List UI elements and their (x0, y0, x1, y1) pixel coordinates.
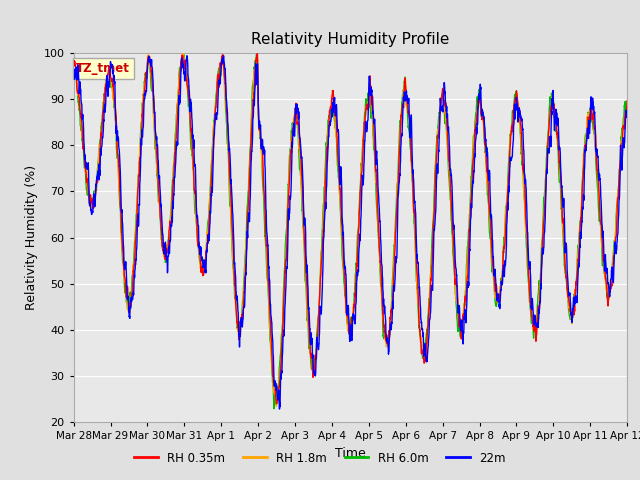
Title: Relativity Humidity Profile: Relativity Humidity Profile (252, 33, 449, 48)
Text: TZ_tmet: TZ_tmet (76, 62, 131, 75)
X-axis label: Time: Time (335, 447, 366, 460)
Y-axis label: Relativity Humidity (%): Relativity Humidity (%) (25, 165, 38, 310)
Legend: RH 0.35m, RH 1.8m, RH 6.0m, 22m: RH 0.35m, RH 1.8m, RH 6.0m, 22m (130, 447, 510, 469)
